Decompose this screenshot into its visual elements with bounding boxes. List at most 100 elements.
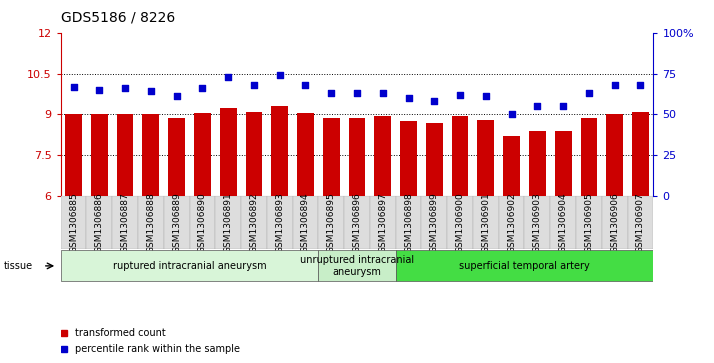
Text: tissue: tissue (4, 261, 33, 271)
Bar (473, 196, 498, 249)
Bar (400, 121, 417, 196)
Text: GSM1306902: GSM1306902 (507, 192, 516, 253)
Text: GSM1306896: GSM1306896 (353, 192, 361, 253)
Text: GSM1306901: GSM1306901 (481, 192, 491, 253)
Bar (220, 107, 236, 196)
Text: GSM1306907: GSM1306907 (636, 192, 645, 253)
Bar (164, 196, 189, 249)
Point (68, 84, 79, 90)
Point (248, 82, 260, 88)
Bar (241, 196, 267, 249)
Text: superficial temporal artery: superficial temporal artery (459, 261, 590, 271)
Bar (396, 196, 421, 249)
Bar (606, 114, 623, 196)
Bar (370, 196, 396, 249)
Bar (65, 114, 82, 196)
Text: GSM1306891: GSM1306891 (223, 192, 233, 253)
Bar (503, 136, 520, 196)
Text: GSM1306885: GSM1306885 (69, 192, 78, 253)
Bar (323, 118, 340, 196)
Text: GSM1306888: GSM1306888 (146, 192, 156, 253)
Point (351, 90, 363, 96)
Text: GSM1306905: GSM1306905 (584, 192, 593, 253)
Text: GSM1306900: GSM1306900 (456, 192, 465, 253)
Bar (421, 196, 447, 249)
Bar (396, 250, 653, 281)
Text: GSM1306887: GSM1306887 (121, 192, 130, 253)
Bar (318, 250, 396, 281)
Bar (632, 112, 649, 196)
Bar (293, 196, 318, 249)
Bar (267, 196, 293, 249)
Bar (525, 196, 550, 249)
Text: GSM1306894: GSM1306894 (301, 192, 310, 253)
Text: GSM1306889: GSM1306889 (172, 192, 181, 253)
Point (94, 87, 105, 93)
Bar (169, 118, 185, 196)
Bar (478, 120, 494, 196)
Bar (498, 196, 525, 249)
Bar (91, 114, 108, 196)
Text: GSM1306893: GSM1306893 (275, 192, 284, 253)
Bar (216, 196, 241, 249)
Text: GSM1306890: GSM1306890 (198, 192, 207, 253)
Point (274, 72, 286, 78)
Text: percentile rank within the sample: percentile rank within the sample (75, 344, 240, 354)
Text: transformed count: transformed count (75, 328, 166, 338)
Text: GSM1306904: GSM1306904 (558, 192, 568, 253)
Bar (374, 116, 391, 196)
Bar (447, 196, 473, 249)
Point (454, 92, 466, 98)
Text: GDS5186 / 8226: GDS5186 / 8226 (61, 11, 175, 25)
Bar (112, 196, 138, 249)
Bar (628, 196, 653, 249)
Bar (143, 114, 159, 196)
Bar (116, 114, 134, 196)
Point (223, 74, 234, 79)
Point (196, 85, 208, 91)
Bar (580, 118, 598, 196)
Bar (86, 196, 112, 249)
Bar (529, 131, 545, 196)
Point (377, 90, 388, 96)
Point (119, 85, 131, 91)
Point (480, 93, 491, 99)
Text: GSM1306895: GSM1306895 (327, 192, 336, 253)
Bar (189, 196, 216, 249)
Text: GSM1306899: GSM1306899 (430, 192, 439, 253)
Bar (555, 131, 571, 196)
Bar (61, 250, 318, 281)
Bar (576, 196, 602, 249)
Text: GSM1306898: GSM1306898 (404, 192, 413, 253)
Text: GSM1306906: GSM1306906 (610, 192, 619, 253)
Text: GSM1306886: GSM1306886 (95, 192, 104, 253)
Bar (550, 196, 576, 249)
Point (403, 95, 414, 101)
Bar (194, 113, 211, 196)
Point (300, 82, 311, 88)
Bar (318, 196, 344, 249)
Point (583, 90, 595, 96)
Point (145, 89, 156, 94)
Bar (426, 123, 443, 196)
Text: GSM1306892: GSM1306892 (249, 192, 258, 253)
Bar (344, 196, 370, 249)
Point (506, 111, 518, 117)
Bar (348, 118, 366, 196)
Text: unruptured intracranial
aneurysm: unruptured intracranial aneurysm (300, 255, 414, 277)
Text: GSM1306897: GSM1306897 (378, 192, 387, 253)
Point (428, 98, 440, 104)
Bar (271, 106, 288, 196)
Point (326, 90, 337, 96)
Point (171, 93, 182, 99)
Bar (452, 116, 468, 196)
Bar (138, 196, 164, 249)
Bar (602, 196, 628, 249)
Text: GSM1306903: GSM1306903 (533, 192, 542, 253)
Text: ruptured intracranial aneurysm: ruptured intracranial aneurysm (113, 261, 266, 271)
Bar (297, 113, 314, 196)
Bar (61, 196, 86, 249)
Point (609, 82, 620, 88)
Point (558, 103, 569, 109)
Point (532, 103, 543, 109)
